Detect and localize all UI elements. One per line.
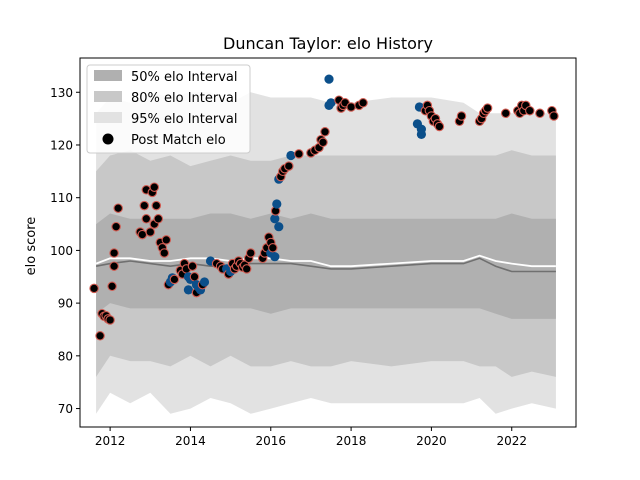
data-point — [95, 331, 105, 341]
y-tick-label: 110 — [50, 191, 73, 205]
data-point — [107, 281, 117, 292]
x-tick-label: 2014 — [175, 434, 206, 448]
x-tick-label: 2022 — [496, 434, 527, 448]
legend-marker-points — [102, 133, 114, 145]
y-tick-label: 80 — [58, 349, 73, 363]
data-point — [137, 229, 148, 240]
y-tick-label: 120 — [50, 138, 73, 152]
data-point — [109, 261, 119, 271]
data-point — [145, 227, 156, 237]
data-point — [89, 283, 99, 294]
legend-label-50: 50% elo Interval — [131, 70, 238, 85]
legend-label-points: Post Match elo — [131, 133, 226, 148]
data-point-blue — [324, 74, 334, 84]
data-point — [169, 274, 180, 285]
band-50 — [96, 213, 556, 319]
data-point — [318, 137, 328, 148]
data-point — [159, 248, 170, 258]
data-point — [153, 214, 164, 224]
data-point — [434, 121, 445, 132]
data-point — [149, 182, 160, 192]
data-point — [535, 108, 545, 119]
data-point-blue — [416, 124, 426, 134]
data-point — [320, 127, 330, 137]
plot-area: 2012 2014 2016 2018 2020 2022 70 80 90 100 110 120… — [50, 57, 577, 448]
data-point-blue — [326, 98, 336, 108]
data-point — [113, 203, 123, 213]
plot-frame — [79, 57, 577, 428]
data-point-blue — [274, 222, 284, 232]
data-point — [268, 243, 278, 253]
y-axis-label: elo score — [24, 217, 39, 276]
data-point — [482, 103, 493, 113]
legend-swatch-80 — [94, 91, 122, 102]
data-point — [109, 248, 119, 258]
data-point — [500, 108, 511, 119]
y-tick-label: 70 — [58, 402, 73, 416]
x-tick-label: 2020 — [416, 434, 447, 448]
data-point — [241, 264, 252, 274]
x-tick-label: 2012 — [95, 434, 126, 448]
legend-swatch-50 — [94, 70, 122, 81]
x-axis-ticks: 2012 2014 2016 2018 2020 2022 — [95, 427, 527, 448]
legend: 50% elo Interval 80% elo Interval 95% el… — [86, 64, 251, 154]
chart-title: Duncan Taylor: elo History — [223, 34, 433, 53]
data-point — [456, 111, 467, 121]
y-tick-label: 100 — [50, 244, 73, 258]
data-point-blue — [272, 199, 282, 209]
interval-bands — [96, 92, 556, 414]
data-point — [549, 111, 559, 121]
legend-label-95: 95% elo Interval — [131, 112, 238, 127]
data-point — [358, 98, 368, 108]
legend-box — [86, 64, 251, 154]
data-point — [187, 261, 198, 271]
data-point — [245, 248, 256, 258]
data-point — [151, 200, 162, 211]
median-line — [95, 257, 556, 273]
y-tick-label: 130 — [50, 86, 73, 100]
data-point — [284, 161, 294, 171]
data-points — [89, 74, 559, 341]
x-tick-label: 2016 — [255, 434, 286, 448]
data-point — [525, 105, 535, 116]
y-axis-ticks: 70 80 90 100 110 120 130 — [50, 86, 80, 416]
data-point — [294, 149, 304, 159]
x-tick-label: 2018 — [336, 434, 367, 448]
data-point-blue — [270, 214, 280, 224]
data-point-blue — [270, 252, 280, 262]
data-point — [111, 221, 121, 232]
data-point — [346, 102, 356, 112]
mean-line — [95, 254, 556, 268]
data-point — [161, 235, 172, 245]
legend-swatch-95 — [94, 112, 122, 123]
data-point-blue — [286, 150, 296, 161]
legend-label-80: 80% elo Interval — [131, 91, 238, 106]
y-tick-label: 90 — [58, 297, 73, 311]
data-point — [141, 214, 152, 224]
data-point-blue — [183, 285, 193, 295]
data-point-blue — [199, 277, 210, 287]
data-point — [105, 315, 115, 325]
trend-lines — [95, 254, 556, 273]
data-point — [139, 200, 150, 211]
data-point — [189, 272, 200, 282]
